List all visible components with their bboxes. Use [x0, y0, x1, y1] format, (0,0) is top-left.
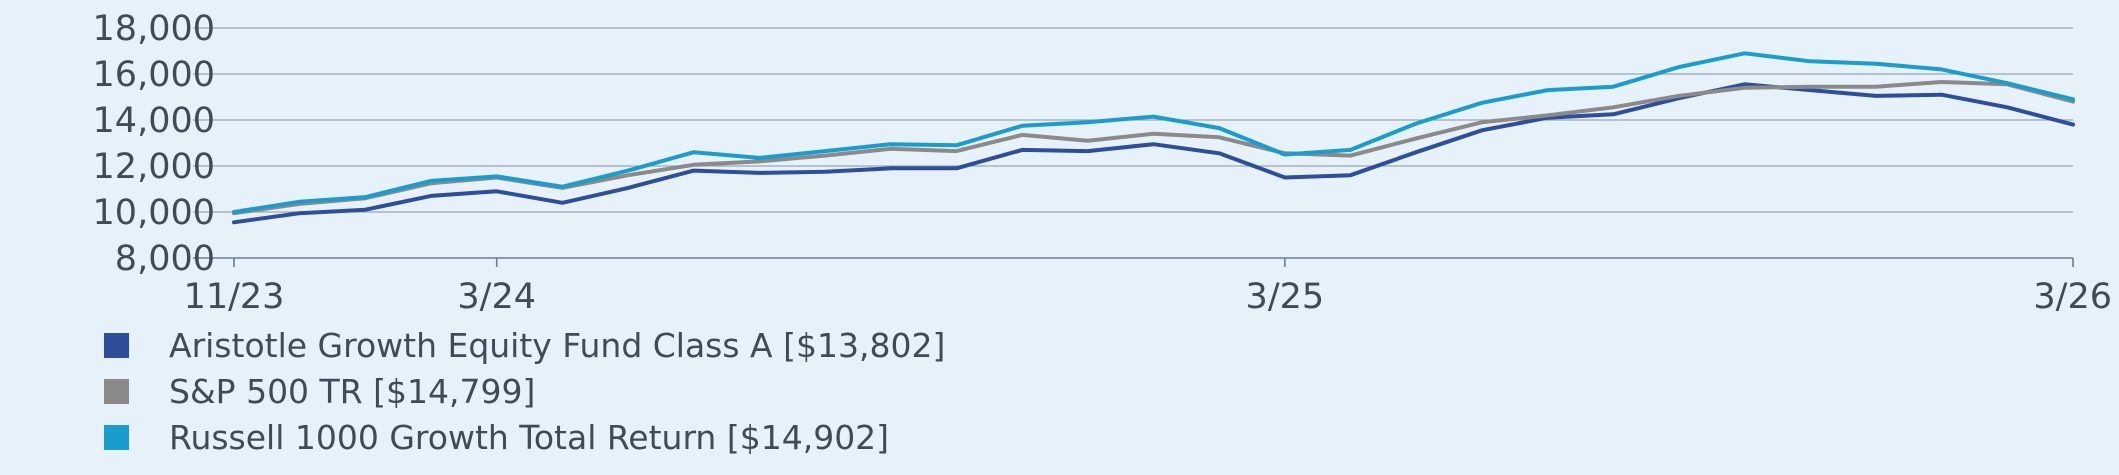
legend-swatch [104, 332, 129, 358]
x-tick-label: 11/23 [184, 277, 285, 317]
y-tick-label: 16,000 [93, 55, 215, 95]
legend-swatch [104, 378, 129, 404]
series-lines [232, 51, 2075, 225]
series-line-3 [232, 51, 2075, 214]
legend-swatch [104, 424, 129, 450]
y-tick-label: 10,000 [93, 193, 215, 233]
x-tick-label: 3/26 [2033, 277, 2112, 317]
chart-legend: Aristotle Growth Equity Fund Class A [$1… [104, 322, 945, 460]
y-tick-label: 8,000 [115, 239, 215, 279]
y-axis-ticks: 18,000 16,000 14,000 12,000 10,000 8,000 [93, 9, 215, 279]
y-tick-label: 18,000 [93, 9, 215, 49]
x-tick-label: 3/24 [457, 277, 536, 317]
legend-item: Russell 1000 Growth Total Return [$14,90… [104, 414, 945, 460]
legend-label: S&P 500 TR [$14,799] [169, 371, 536, 411]
x-axis-ticks: 11/23 3/24 3/25 3/26 [184, 258, 2112, 317]
legend-item: Aristotle Growth Equity Fund Class A [$1… [104, 322, 945, 368]
y-tick-label: 14,000 [93, 101, 215, 141]
legend-label: Russell 1000 Growth Total Return [$14,90… [169, 417, 890, 457]
x-tick-label: 3/25 [1246, 277, 1325, 317]
legend-label: Aristotle Growth Equity Fund Class A [$1… [169, 325, 946, 365]
y-tick-label: 12,000 [93, 147, 215, 187]
series-line-1 [232, 82, 2075, 225]
grid-lines [193, 27, 2073, 259]
legend-item: S&P 500 TR [$14,799] [104, 368, 945, 414]
